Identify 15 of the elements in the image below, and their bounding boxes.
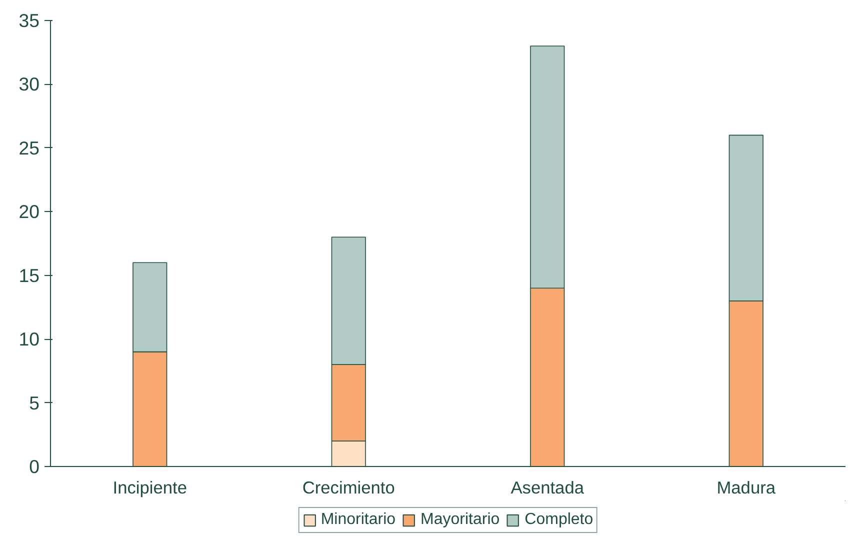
x-tick-label: Crecimiento [302, 478, 395, 498]
legend-label: Minoritario [320, 511, 396, 529]
y-tick-label: 30 [18, 74, 40, 95]
y-tick-label: 25 [18, 137, 40, 158]
y-tick-label: 10 [18, 328, 40, 350]
x-tick-label: Asentada [510, 478, 584, 498]
y-tick-label: 35 [18, 10, 40, 31]
legend-label: Mayoritario [420, 511, 500, 529]
y-tick-label: 20 [18, 201, 40, 222]
legend-label: Completo [524, 511, 594, 529]
y-tick-label: 5 [29, 392, 40, 414]
x-tick-label: Madura [716, 478, 776, 498]
y-tick-label: 15 [18, 264, 40, 286]
x-tick-label: Incipiente [112, 478, 187, 498]
y-tick-label: 0 [29, 456, 40, 477]
